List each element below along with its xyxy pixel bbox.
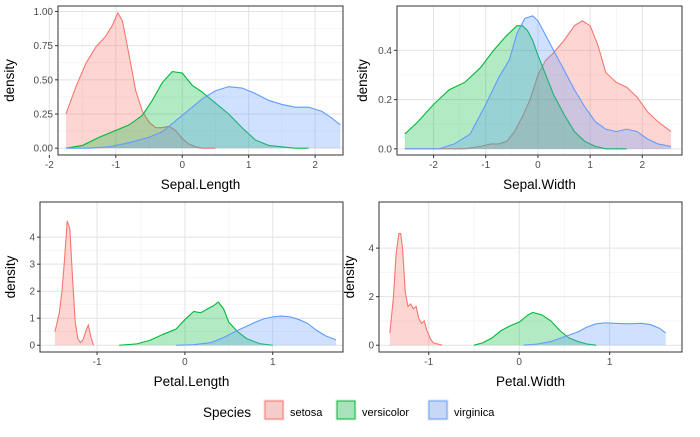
legend-key-virginica (428, 400, 448, 420)
y-tick-label: 4 (368, 244, 374, 255)
legend-title: Species (203, 405, 251, 420)
x-axis-title: Sepal.Length (161, 177, 241, 192)
y-tick-label: 0.75 (34, 41, 54, 52)
legend-label-virginica: virginica (454, 407, 495, 419)
legend-key-bg-versicolor (335, 399, 357, 421)
density-area-setosa (65, 12, 216, 149)
x-tick-label: 1 (246, 160, 252, 171)
panel-sepal-length: -2 -1 0 1 2 0.00 0.25 0.50 0.75 1.00 Sepal.Length d… (2, 5, 344, 192)
density-line-setosa (65, 11, 216, 149)
density-line-virginica (65, 86, 341, 149)
density-area-virginica (404, 15, 672, 149)
density-area-virginica (523, 322, 666, 346)
density-areas (54, 220, 337, 346)
density-areas (404, 15, 672, 150)
legend-key-bg-setosa (263, 399, 285, 421)
y-axis-title: density (3, 255, 18, 298)
density-area-versicolor (473, 312, 597, 346)
density-line-setosa (54, 220, 95, 346)
x-tick-label: -1 (481, 160, 490, 171)
density-line-virginica (176, 315, 337, 346)
panel-border (57, 5, 344, 156)
legend-label-setosa: setosa (290, 407, 323, 419)
x-tick-label: -1 (93, 357, 102, 368)
panel-border (396, 5, 683, 156)
x-axis-title: Petal.Length (154, 374, 230, 389)
y-tick-label: 4 (29, 233, 35, 244)
density-line-versicolor (404, 25, 627, 150)
density-area-setosa (404, 20, 672, 149)
legend-label-versicolor: versicolor (362, 407, 409, 419)
y-tick-label: 2 (368, 292, 374, 303)
density-area-setosa (54, 220, 94, 346)
x-tick-label: 1 (607, 357, 613, 368)
y-tick-label: 0 (368, 341, 374, 352)
y-tick-label: 0.2 (378, 95, 392, 106)
density-areas (65, 11, 341, 149)
x-tick-label: 0 (182, 357, 188, 368)
density-area-virginica (176, 316, 336, 346)
x-tick-label: 0 (179, 160, 185, 171)
density-line-versicolor (65, 71, 309, 149)
x-tick-label: -2 (45, 160, 54, 171)
x-tick-label: 0 (535, 160, 541, 171)
density-area-versicolor (119, 302, 273, 346)
density-area-versicolor (404, 25, 627, 149)
x-axis-title: Petal.Width (496, 374, 565, 389)
density-line-versicolor (118, 301, 273, 346)
y-axis-title: density (355, 59, 370, 102)
legend: Species setosa versicolor virginica (203, 399, 495, 421)
y-tick-label: 0.4 (378, 46, 392, 57)
y-tick-label: 0.50 (34, 75, 54, 86)
density-area-setosa (389, 233, 443, 346)
grid-lines (379, 202, 682, 352)
legend-key-versicolor (336, 400, 356, 420)
density-areas (389, 233, 667, 346)
y-tick-label: 1 (29, 314, 35, 325)
legend-key-bg-virginica (427, 399, 449, 421)
y-tick-label: 1.00 (34, 7, 54, 18)
x-tick-label: -1 (111, 160, 120, 171)
x-tick-label: -1 (424, 357, 433, 368)
panel-sepal-width: -2 -1 0 1 2 0.0 0.2 0.4 Sepal.Width density (355, 5, 683, 192)
panel-border (378, 201, 683, 353)
legend-key-setosa (264, 400, 284, 420)
y-tick-label: 2 (29, 287, 35, 298)
y-axis-title: density (342, 255, 357, 298)
y-tick-label: 0.0 (378, 144, 392, 155)
density-area-virginica (65, 86, 341, 149)
y-tick-label: 3 (29, 260, 35, 271)
panel-border (39, 201, 344, 353)
x-tick-label: 2 (312, 160, 318, 171)
density-line-virginica (523, 322, 667, 346)
density-line-virginica (404, 15, 672, 150)
y-tick-label: 0.25 (34, 109, 54, 120)
density-line-versicolor (473, 311, 597, 346)
x-tick-label: 2 (640, 160, 646, 171)
panel-petal-width: -1 0 1 0 2 4 Petal.Width density (342, 201, 683, 389)
y-tick-label: 0.00 (34, 144, 54, 155)
x-axis-title: Sepal.Width (503, 177, 576, 192)
x-tick-label: -2 (429, 160, 438, 171)
density-area-versicolor (65, 71, 309, 149)
y-tick-label: 0 (29, 341, 35, 352)
y-axis-title: density (2, 59, 17, 102)
x-tick-label: 1 (270, 357, 276, 368)
x-tick-label: 1 (587, 160, 593, 171)
x-tick-label: 0 (516, 357, 522, 368)
density-line-setosa (404, 20, 672, 150)
density-line-setosa (389, 233, 443, 346)
panel-petal-length: -1 0 1 0 1 2 3 4 Petal.Length density (3, 201, 344, 389)
